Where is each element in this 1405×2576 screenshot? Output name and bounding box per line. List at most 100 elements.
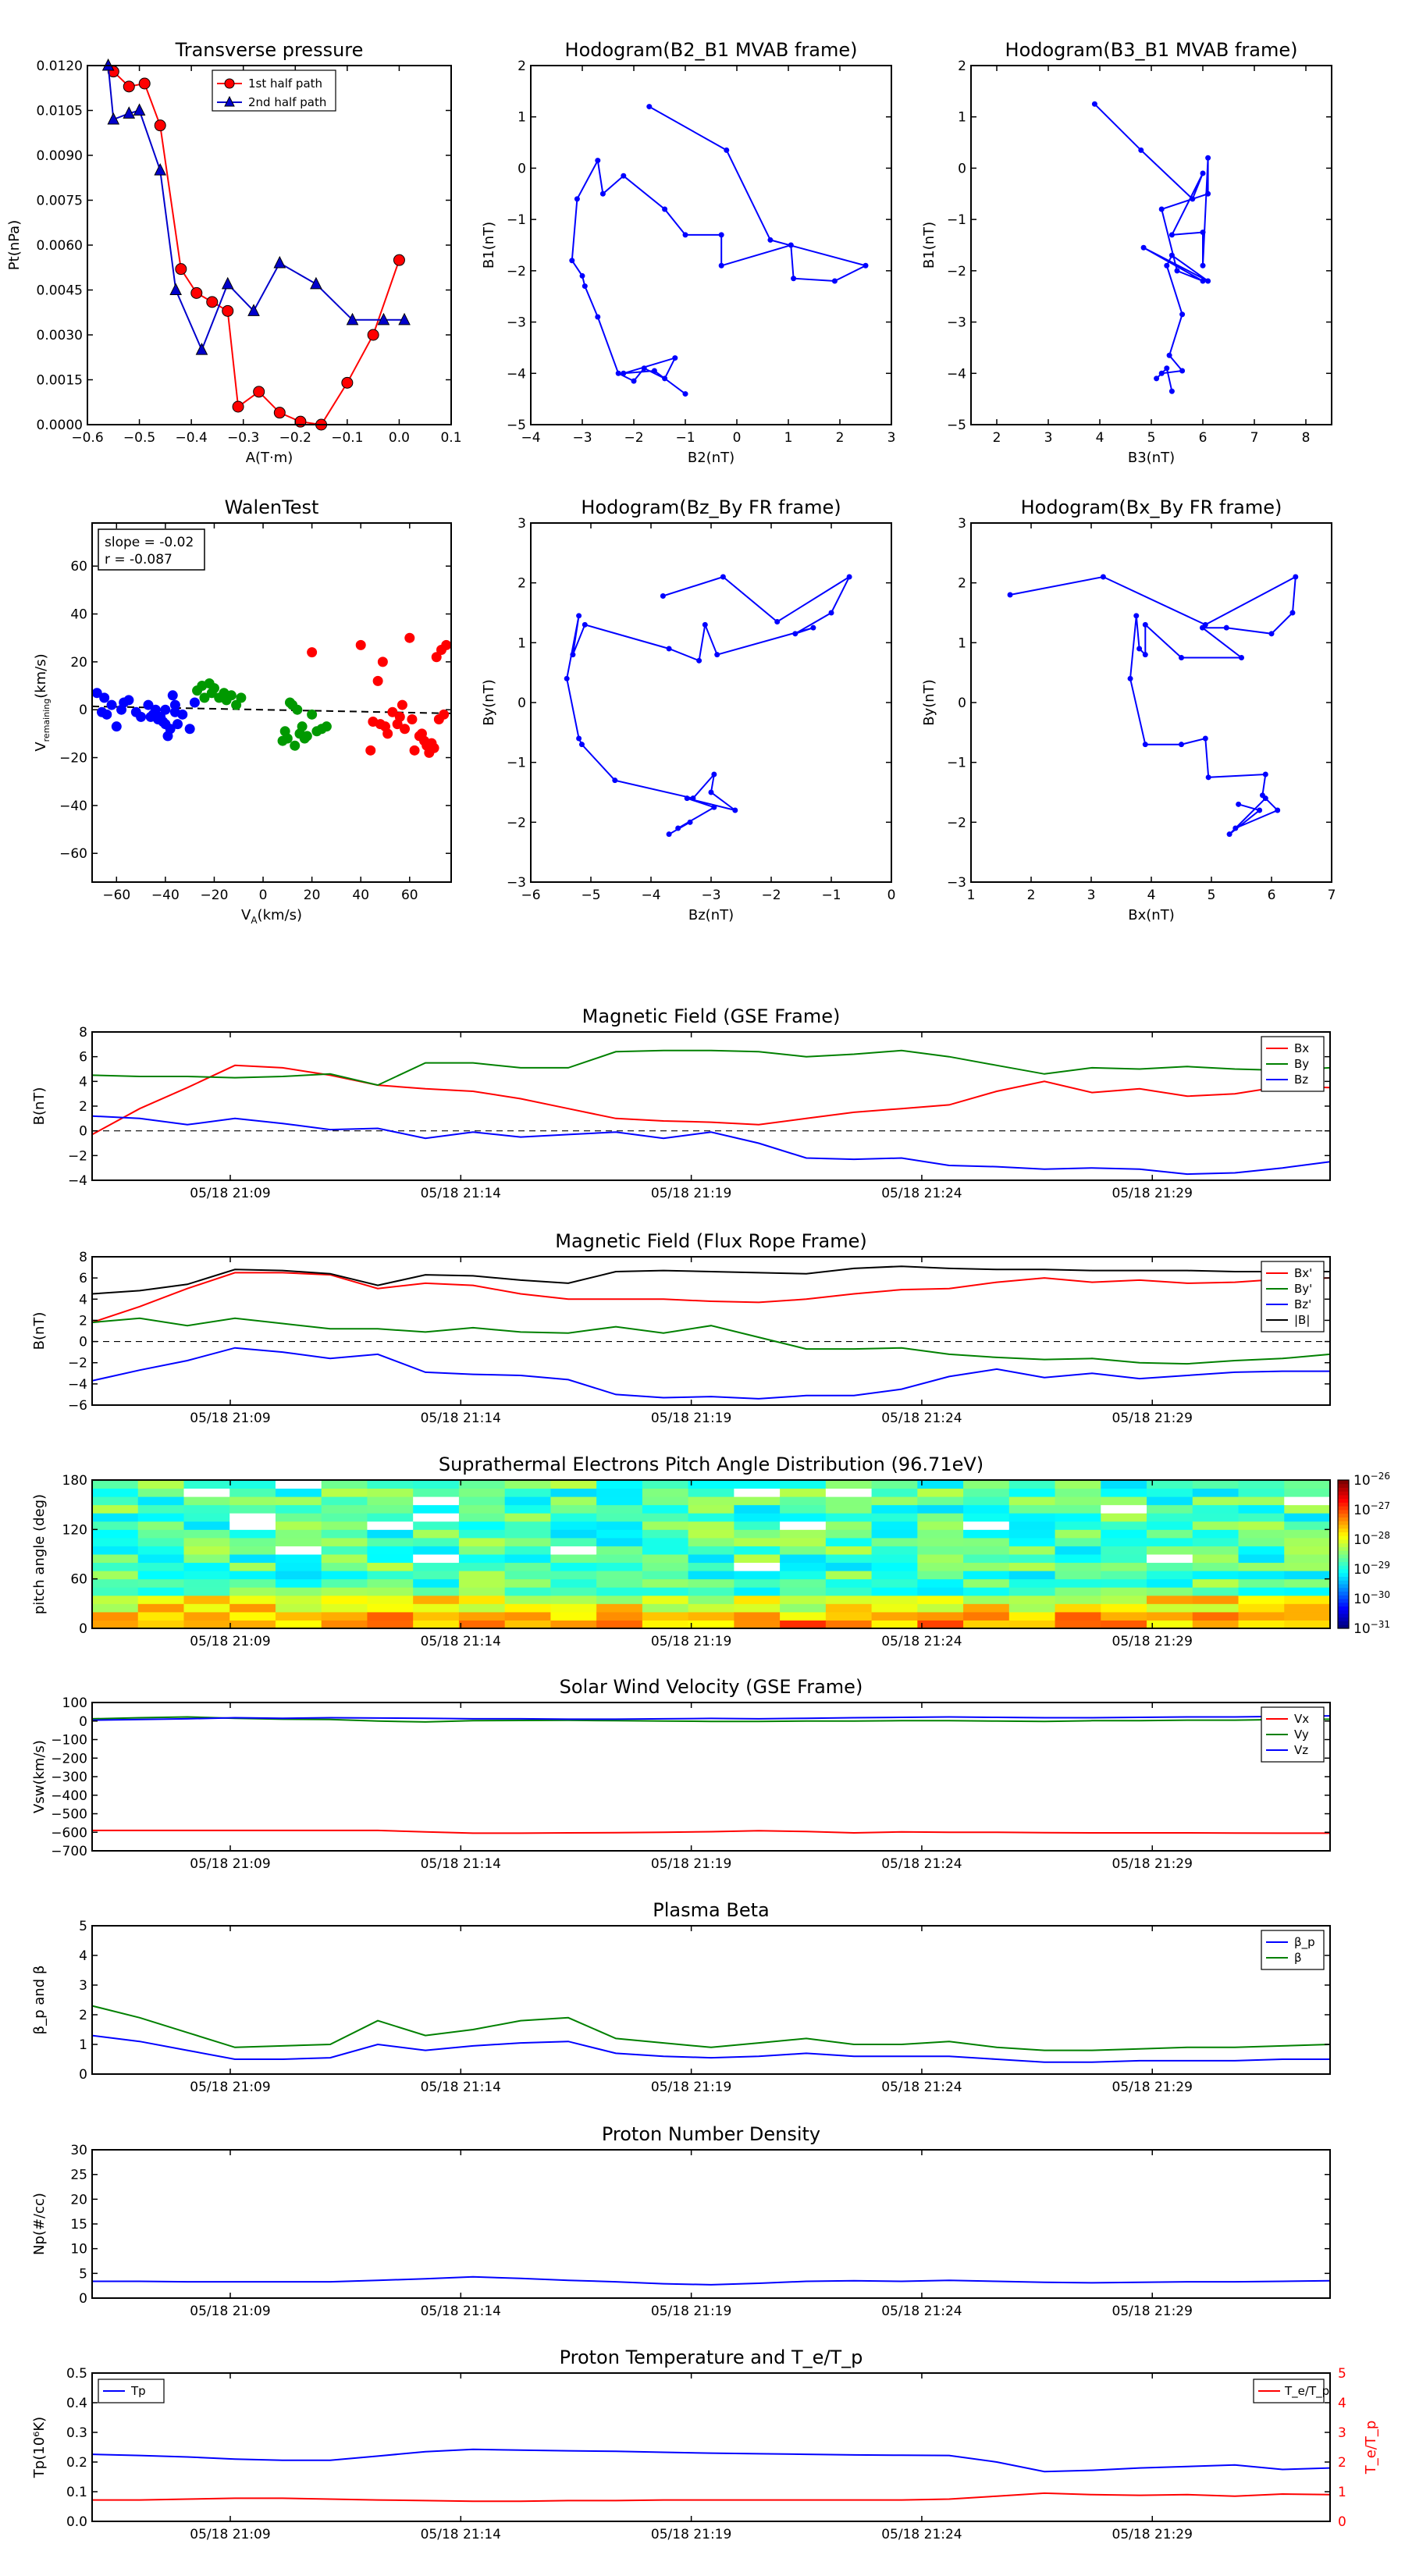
walen-point: [387, 706, 398, 717]
pad-cell: [413, 1562, 460, 1571]
np-xtick-label: 05/18 21:29: [1112, 2304, 1193, 2319]
pad-cell: [504, 1578, 551, 1588]
walen-point: [143, 699, 154, 710]
pad-cell: [275, 1595, 322, 1604]
pad-cell: [688, 1571, 735, 1580]
walen-point: [321, 721, 332, 732]
pad-cell: [137, 1603, 184, 1613]
hodo3-point: [696, 657, 702, 664]
pad-cell: [275, 1521, 322, 1530]
walen-point: [282, 733, 293, 744]
hodo1-point: [724, 147, 730, 153]
pad-cell: [1101, 1578, 1147, 1588]
pad-cell: [183, 1603, 230, 1613]
bgse-ytick-label: −2: [68, 1148, 87, 1164]
pad-cell: [321, 1537, 368, 1546]
pad-cell: [1192, 1488, 1240, 1497]
hodo2-frame: [970, 65, 1332, 425]
walen-point: [208, 683, 219, 694]
pad-cell: [1147, 1504, 1193, 1514]
pad-cell: [183, 1529, 230, 1539]
bgse-xtick-label: 05/18 21:24: [881, 1186, 962, 1201]
hodo3-xtick-label: −5: [581, 888, 600, 903]
pad-colorbar-step: [1338, 1513, 1349, 1517]
vsw-series-line: [91, 1716, 1331, 1723]
pad-cell: [917, 1620, 964, 1629]
pad-cell: [504, 1571, 551, 1580]
walen-point: [297, 721, 308, 732]
hodo1-xtick-label: 3: [887, 430, 896, 446]
pad-cell: [137, 1620, 184, 1629]
tp-legend-label: 2nd half path: [248, 95, 326, 109]
pad-cell: [1284, 1496, 1331, 1506]
hodo3-point: [660, 593, 666, 600]
pad-colorbar-step: [1338, 1561, 1349, 1566]
np-frame: [91, 2149, 1331, 2299]
pad-cell: [137, 1554, 184, 1564]
hodo4-xtick-label: 5: [1208, 888, 1216, 903]
pad-colorbar-step: [1338, 1610, 1349, 1614]
beta-ytick-label: 4: [79, 1948, 87, 1964]
tp-point: [310, 276, 322, 290]
pad-cell: [550, 1595, 597, 1604]
pad-cell: [1055, 1578, 1101, 1588]
pad-cell: [871, 1480, 918, 1489]
np-ytick-label: 10: [70, 2242, 87, 2258]
pad-cell: [550, 1513, 597, 1522]
pad-cell: [963, 1521, 1010, 1530]
pad-cell: [688, 1603, 735, 1613]
hodo3-point: [708, 789, 714, 795]
bfr-xtick-label: 05/18 21:19: [651, 1411, 731, 1426]
pad-cell: [92, 1537, 139, 1546]
pad-cell: [1008, 1562, 1056, 1571]
pad-cell: [1008, 1620, 1056, 1629]
pad-cell: [137, 1504, 184, 1514]
hodo2-point: [1168, 232, 1175, 238]
hodo3-point: [720, 574, 726, 580]
pad-cell: [1238, 1595, 1285, 1604]
pad-cell: [1284, 1587, 1331, 1596]
pad-cell: [413, 1620, 460, 1629]
pad-cell: [367, 1554, 414, 1564]
pad-cell: [321, 1554, 368, 1564]
vsw-xtick-label: 05/18 21:29: [1112, 1856, 1193, 1872]
tpr-series-line: [92, 2492, 1331, 2503]
walen-point: [365, 745, 376, 756]
hodo4-point: [1179, 655, 1184, 660]
pad-cell: [825, 1587, 873, 1596]
pad-colorbar-step: [1338, 1576, 1349, 1581]
pad-cell: [183, 1521, 230, 1530]
tp-point: [253, 386, 265, 398]
np-ytick-label: 5: [79, 2266, 87, 2282]
vsw-ylabel: Vsw(km/s): [31, 1740, 48, 1813]
pad-cell: [1192, 1578, 1240, 1588]
beta-xtick-label: 05/18 21:29: [1112, 2080, 1193, 2095]
walen-xtick-label: 40: [352, 888, 369, 903]
hodo4-xtick-label: 7: [1328, 888, 1336, 903]
pad-cell: [963, 1529, 1010, 1539]
pad-cell: [1147, 1620, 1193, 1629]
pad-cell: [1055, 1521, 1101, 1530]
walen-point: [106, 699, 117, 710]
vsw-series-line: [91, 1715, 1331, 1721]
pad-cell: [321, 1513, 368, 1522]
pad-cell: [642, 1537, 689, 1546]
beta-legend-label: β: [1294, 1951, 1302, 1965]
bgse-ytick-label: 4: [79, 1074, 87, 1090]
hodo1-point: [718, 262, 724, 269]
pad-cell: [1101, 1546, 1147, 1555]
pad-colorbar-step: [1338, 1525, 1349, 1529]
pad-cell: [137, 1513, 184, 1522]
pad-cell: [458, 1513, 506, 1522]
pad-cell: [321, 1603, 368, 1613]
pad-cell: [1192, 1554, 1240, 1564]
pad-cell: [825, 1504, 873, 1514]
hodo3-xtick-label: −6: [521, 888, 540, 903]
walen-point: [431, 652, 442, 663]
pad-xtick-label: 05/18 21:09: [190, 1634, 270, 1649]
pad-cell: [183, 1571, 230, 1580]
pad-cell: [275, 1554, 322, 1564]
hodo4-frame: [970, 522, 1332, 883]
pad-colorbar-step: [1338, 1554, 1349, 1559]
pad-cell: [871, 1603, 918, 1613]
